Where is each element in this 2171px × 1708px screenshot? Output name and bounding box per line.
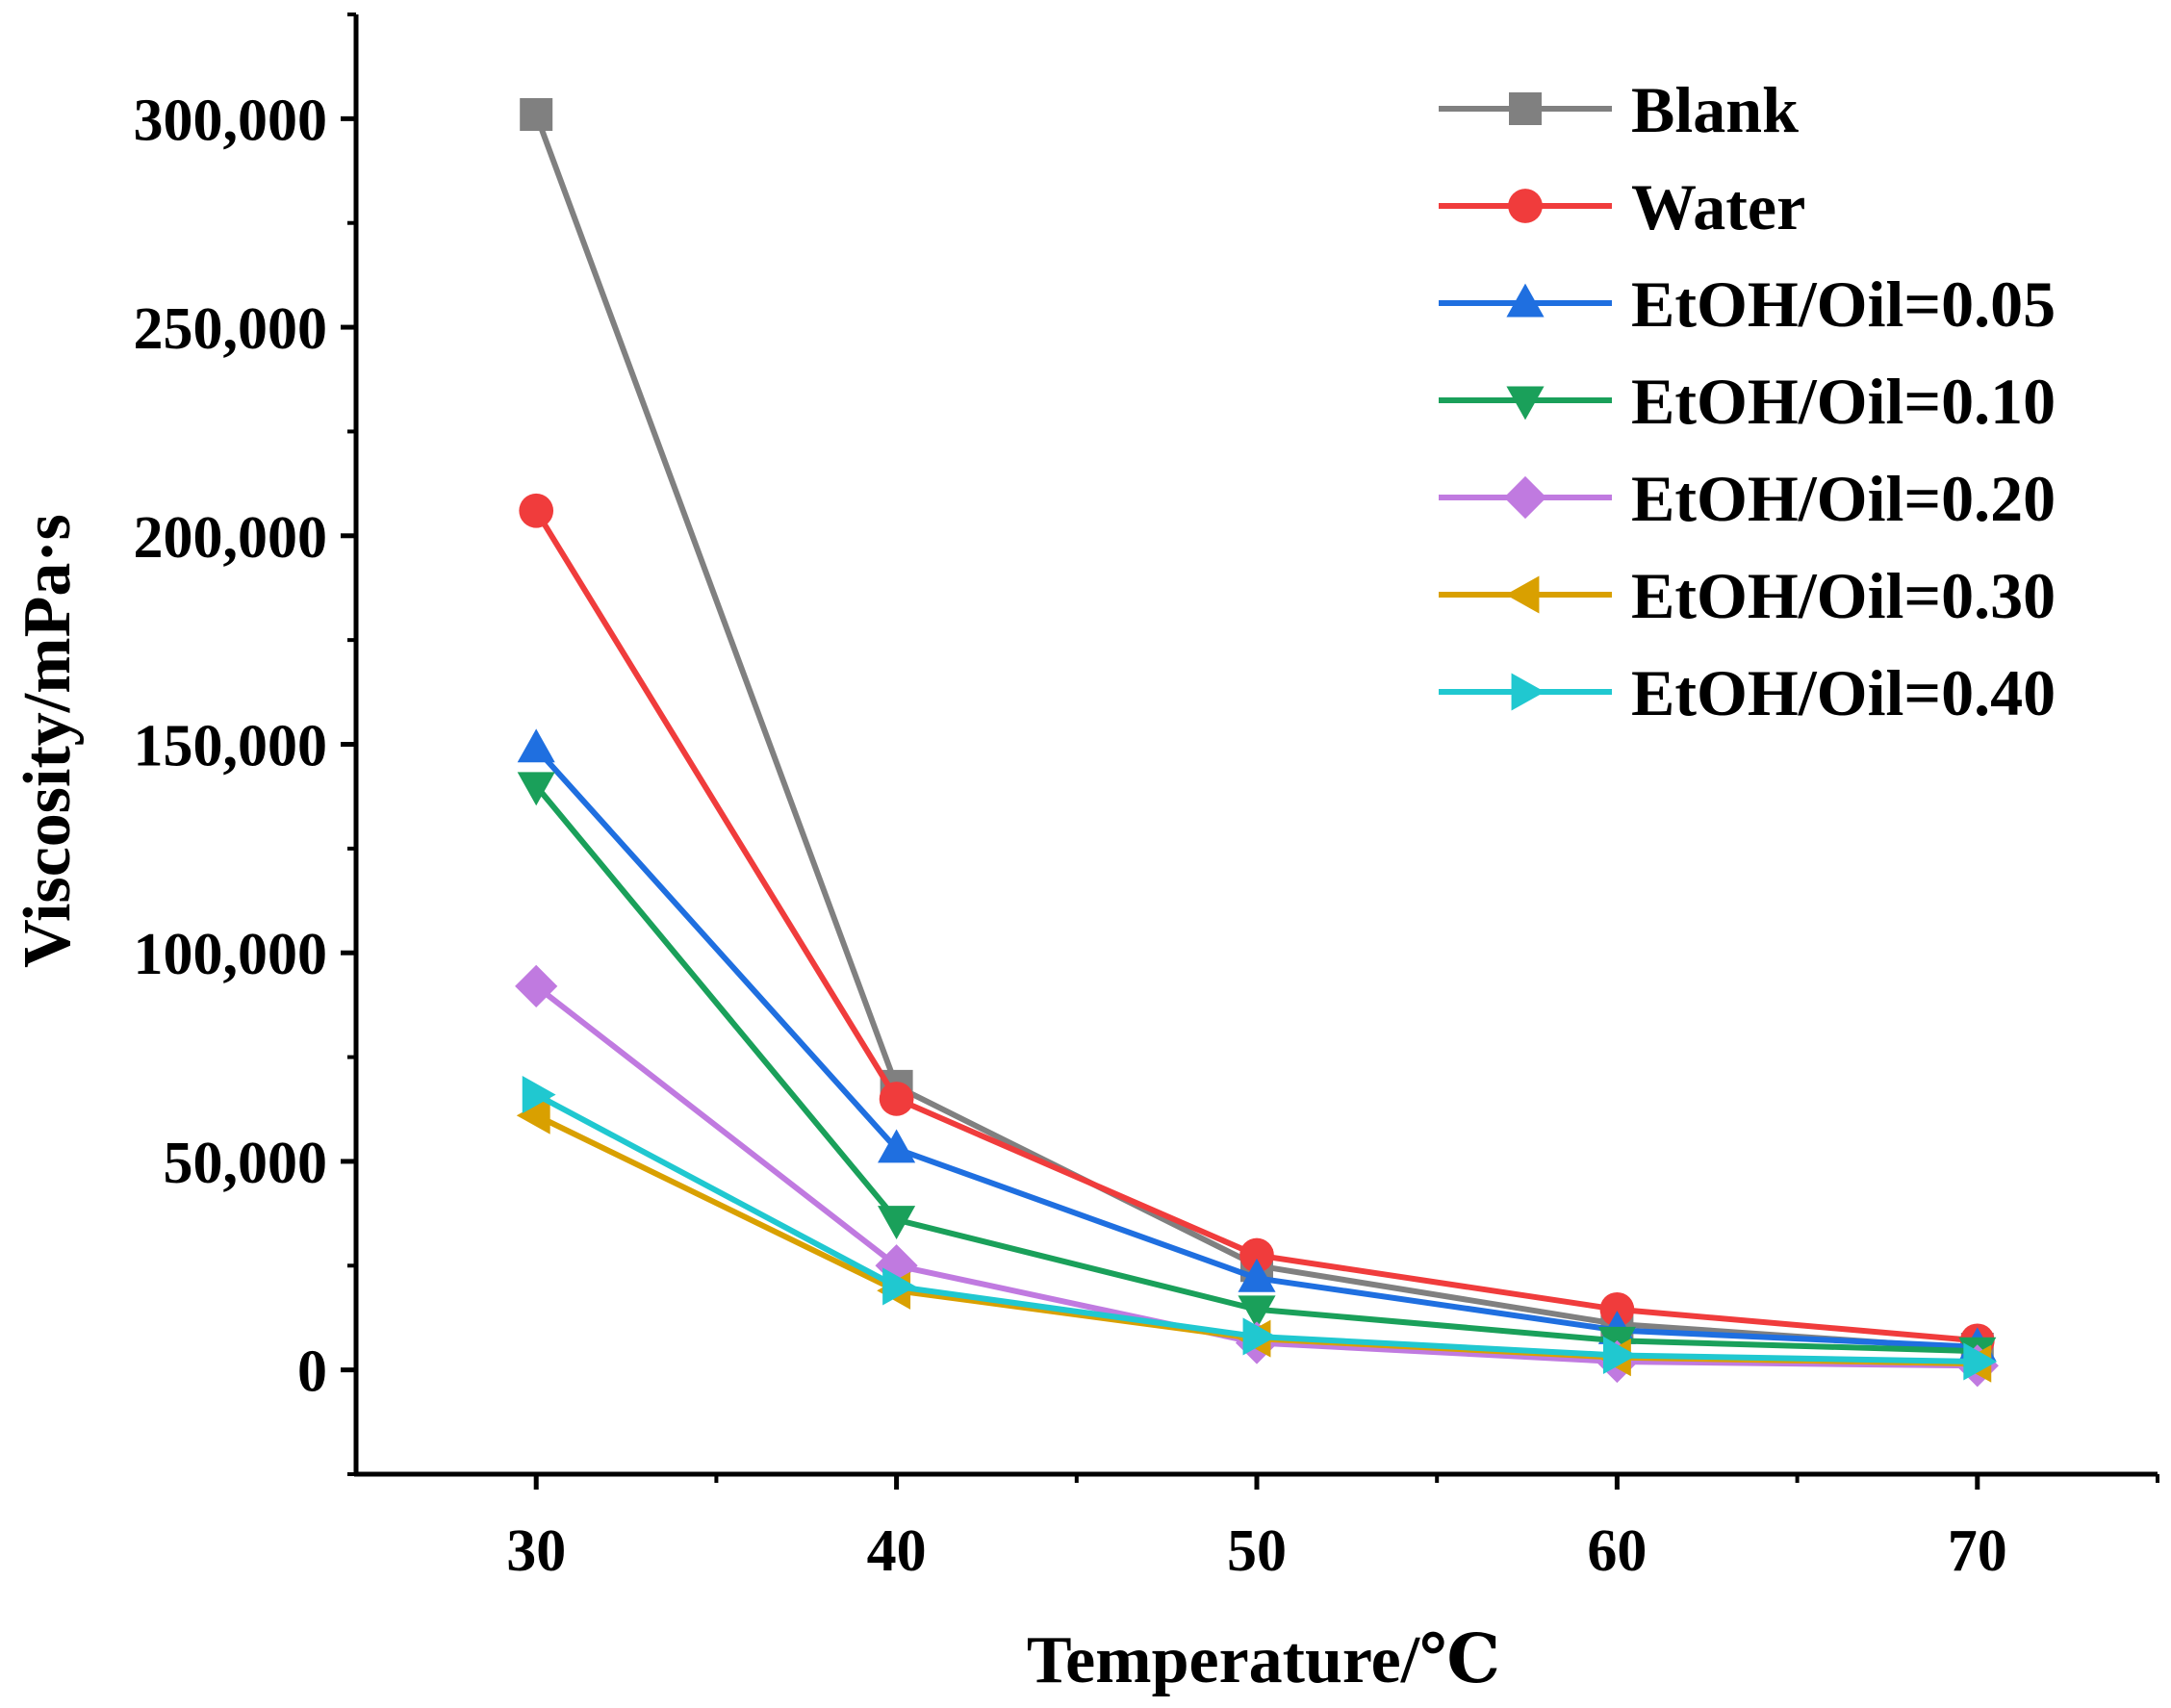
data-point (517, 728, 555, 763)
legend-label: Blank (1631, 73, 1799, 146)
series-etoh-oil-0-40 (522, 1076, 1998, 1381)
legend-marker (1511, 673, 1545, 711)
legend-label: EtOH/Oil=0.10 (1631, 365, 2056, 438)
y-tick-label: 50,000 (164, 1131, 328, 1196)
data-point (516, 1096, 550, 1134)
y-tick-label: 150,000 (134, 714, 328, 779)
x-tick-label: 60 (1587, 1518, 1647, 1584)
legend-label: EtOH/Oil=0.40 (1631, 656, 2056, 729)
legend-item: Blank (1439, 73, 1799, 146)
legend-marker (1506, 283, 1545, 318)
legend-item: EtOH/Oil=0.40 (1439, 656, 2056, 729)
legend-item: EtOH/Oil=0.10 (1439, 365, 2056, 438)
legend-label: EtOH/Oil=0.20 (1631, 462, 2056, 535)
data-point (882, 1267, 916, 1306)
legend: Blank Water EtOH/Oil=0.05 EtOH/Oil=0.10 EtOH… (1439, 73, 2056, 729)
legend-item: EtOH/Oil=0.30 (1439, 559, 2056, 632)
x-axis-label: Temperature/℃ (1027, 1623, 1500, 1697)
series-line (533, 509, 1979, 1344)
legend-label: EtOH/Oil=0.05 (1631, 268, 2056, 341)
y-tick-label: 0 (297, 1339, 327, 1405)
x-tick-label: 30 (506, 1518, 566, 1584)
legend-item: EtOH/Oil=0.05 (1439, 268, 2056, 341)
data-point (1239, 1237, 1274, 1273)
legend-label: EtOH/Oil=0.30 (1631, 559, 2056, 632)
series-etoh-oil-0-05 (517, 728, 1997, 1362)
x-tick-label: 40 (867, 1518, 927, 1584)
y-tick-label: 200,000 (134, 505, 328, 571)
data-point (1242, 1317, 1277, 1356)
y-tick-label: 300,000 (134, 88, 328, 153)
data-point (1238, 1295, 1276, 1330)
legend-item: Water (1439, 170, 1805, 243)
data-point (1238, 1258, 1276, 1292)
legend-item: EtOH/Oil=0.20 (1439, 462, 2056, 535)
axes: 0 50,000 100,000 150,000 200,000 250,000 300,0… (134, 13, 2159, 1584)
data-point (520, 98, 553, 132)
data-point (1602, 1336, 1637, 1375)
series-layer (515, 98, 1999, 1388)
data-point (879, 1082, 914, 1116)
x-tick-label: 50 (1227, 1518, 1287, 1584)
legend-marker (1503, 475, 1547, 520)
data-point (519, 493, 554, 528)
data-point (1599, 1291, 1635, 1327)
legend-marker (1506, 386, 1545, 421)
legend-label: Water (1631, 170, 1805, 243)
legend-marker (1508, 189, 1543, 223)
legend-marker (1509, 92, 1542, 125)
data-point (515, 964, 558, 1007)
data-point (517, 772, 555, 806)
data-point (878, 1206, 916, 1240)
y-axis-label: Viscosity/mPa·s (11, 514, 85, 968)
legend-marker (1505, 575, 1540, 614)
y-tick-label: 250,000 (134, 296, 328, 362)
data-point (522, 1076, 556, 1114)
x-tick-label: 70 (1948, 1518, 2007, 1584)
y-tick-label: 100,000 (134, 922, 328, 987)
data-point (878, 1129, 916, 1163)
data-point (1963, 1342, 1998, 1381)
